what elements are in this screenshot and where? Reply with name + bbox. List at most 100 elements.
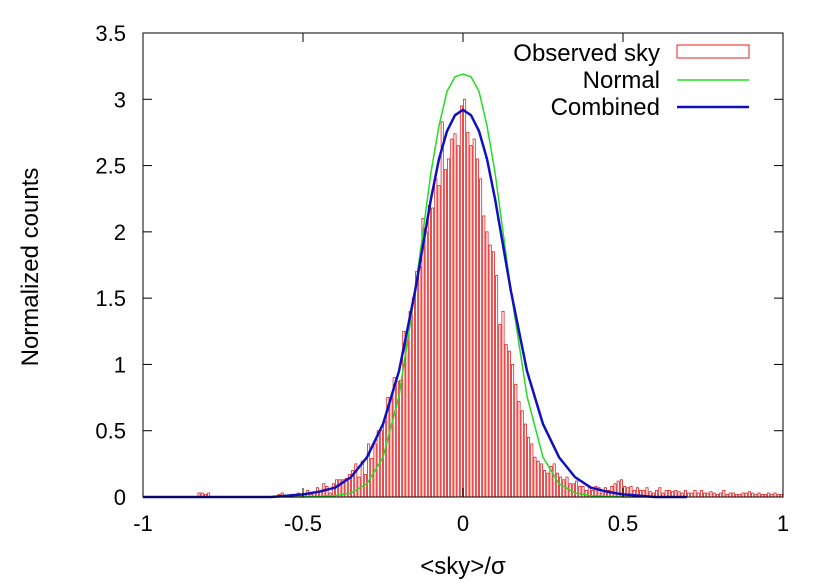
y-tick-label: 2.5 — [95, 154, 126, 179]
y-tick-label: 3.5 — [95, 21, 126, 46]
histogram-bar — [703, 492, 707, 498]
combined-curve — [143, 108, 687, 499]
histogram-bar — [722, 489, 726, 498]
histogram-bar — [437, 185, 441, 498]
histogram-bar — [709, 491, 713, 498]
histogram-bar — [696, 492, 700, 498]
histogram-bar — [453, 133, 457, 498]
histogram-bar — [741, 492, 745, 498]
histogram-bar — [581, 485, 585, 498]
histogram-bar — [466, 132, 470, 498]
histogram-bar — [517, 401, 521, 498]
histogram-bar — [767, 492, 771, 498]
y-tick-label: 0 — [114, 485, 126, 510]
histogram-bar — [546, 472, 550, 498]
histogram-bar — [459, 105, 463, 498]
histogram-bar — [463, 98, 467, 498]
histogram-bar — [559, 476, 563, 498]
histogram-bar — [523, 423, 527, 498]
histogram-bar — [757, 492, 761, 498]
histogram-bar — [415, 271, 419, 498]
histogram-bar — [447, 158, 451, 498]
histogram-bar — [443, 169, 447, 498]
histogram-bar — [431, 207, 435, 498]
histogram-bar — [440, 121, 444, 498]
histogram-bar — [578, 485, 582, 498]
histogram-bar — [731, 492, 735, 498]
y-tick-label: 1 — [114, 352, 126, 377]
histogram-bar — [434, 178, 438, 498]
legend-label-normal: Normal — [583, 67, 660, 94]
histogram-bar — [456, 145, 460, 498]
histogram-bar — [658, 487, 662, 498]
histogram-bar — [747, 491, 751, 498]
y-tick-label: 2 — [114, 220, 126, 245]
histogram-bar — [687, 492, 691, 498]
histogram-bar — [485, 231, 489, 498]
histogram-bar — [511, 364, 515, 498]
histogram-bar — [728, 492, 732, 498]
y-axis-title: Normalized counts — [17, 168, 44, 367]
histogram-bar — [405, 340, 409, 498]
histogram-bar — [773, 492, 777, 498]
histogram-bar — [491, 251, 495, 498]
normal-curve — [143, 73, 655, 498]
x-tick-label: 0 — [457, 511, 469, 536]
histogram-bar — [693, 489, 697, 498]
histogram-bar — [536, 460, 540, 498]
histogram-bar — [482, 215, 486, 498]
model-curves — [143, 73, 687, 499]
histogram-bar — [472, 138, 476, 498]
histogram-bar — [504, 344, 508, 498]
histogram-bar — [479, 178, 483, 498]
histogram-bar — [383, 421, 387, 498]
histogram-bar — [392, 377, 396, 498]
y-tick-label: 3 — [114, 87, 126, 112]
x-tick-label: 0.5 — [608, 511, 639, 536]
legend-label-combined: Combined — [551, 94, 660, 121]
histogram-bar — [539, 463, 543, 498]
histogram-bar — [389, 397, 393, 498]
histogram-bar — [360, 460, 364, 498]
histogram-bar — [495, 275, 499, 498]
histogram-bar — [411, 297, 415, 498]
histogram-bar — [408, 310, 412, 498]
histogram-bar — [469, 145, 473, 498]
histogram-bar — [562, 479, 566, 498]
histogram-bar — [357, 476, 361, 498]
histogram-bar — [533, 456, 537, 498]
histogram-bar — [424, 231, 428, 498]
histogram-bar — [712, 492, 716, 498]
histogram-bar — [565, 476, 569, 498]
histogram-bar — [450, 138, 454, 498]
histogram-bars — [197, 98, 783, 498]
histogram-bar — [552, 463, 556, 498]
histogram-bar — [543, 470, 547, 498]
histogram-bar — [418, 265, 422, 498]
legend: Observed sky Normal Combined — [513, 40, 750, 121]
plot-frame — [142, 32, 784, 498]
histogram-bar — [488, 244, 492, 498]
histogram-bar — [584, 489, 588, 498]
x-tick-label: 1 — [777, 511, 789, 536]
y-tick-label: 1.5 — [95, 286, 126, 311]
histogram-bar — [514, 383, 518, 498]
x-axis-title: <sky>/σ — [420, 553, 506, 580]
histogram-bar — [520, 410, 524, 498]
histogram-bar — [427, 204, 431, 498]
histogram-bar — [751, 492, 755, 498]
histogram-bar — [571, 483, 575, 498]
histogram-bar — [421, 218, 425, 498]
histogram-bar — [475, 158, 479, 498]
histogram-bar — [501, 310, 505, 498]
tick-labels: -1 -0.5 0 0.5 1 0 0.5 1 1.5 2 2.5 3 3.5 — [95, 21, 789, 536]
histogram-bar — [699, 489, 703, 498]
histogram-bar — [498, 324, 502, 498]
histogram-bar — [379, 430, 383, 498]
histogram-bar — [690, 492, 694, 498]
x-tick-label: -1 — [133, 511, 153, 536]
histogram-bar — [399, 379, 403, 498]
legend-label-observed-sky: Observed sky — [513, 40, 660, 67]
y-tick-label: 0.5 — [95, 419, 126, 444]
